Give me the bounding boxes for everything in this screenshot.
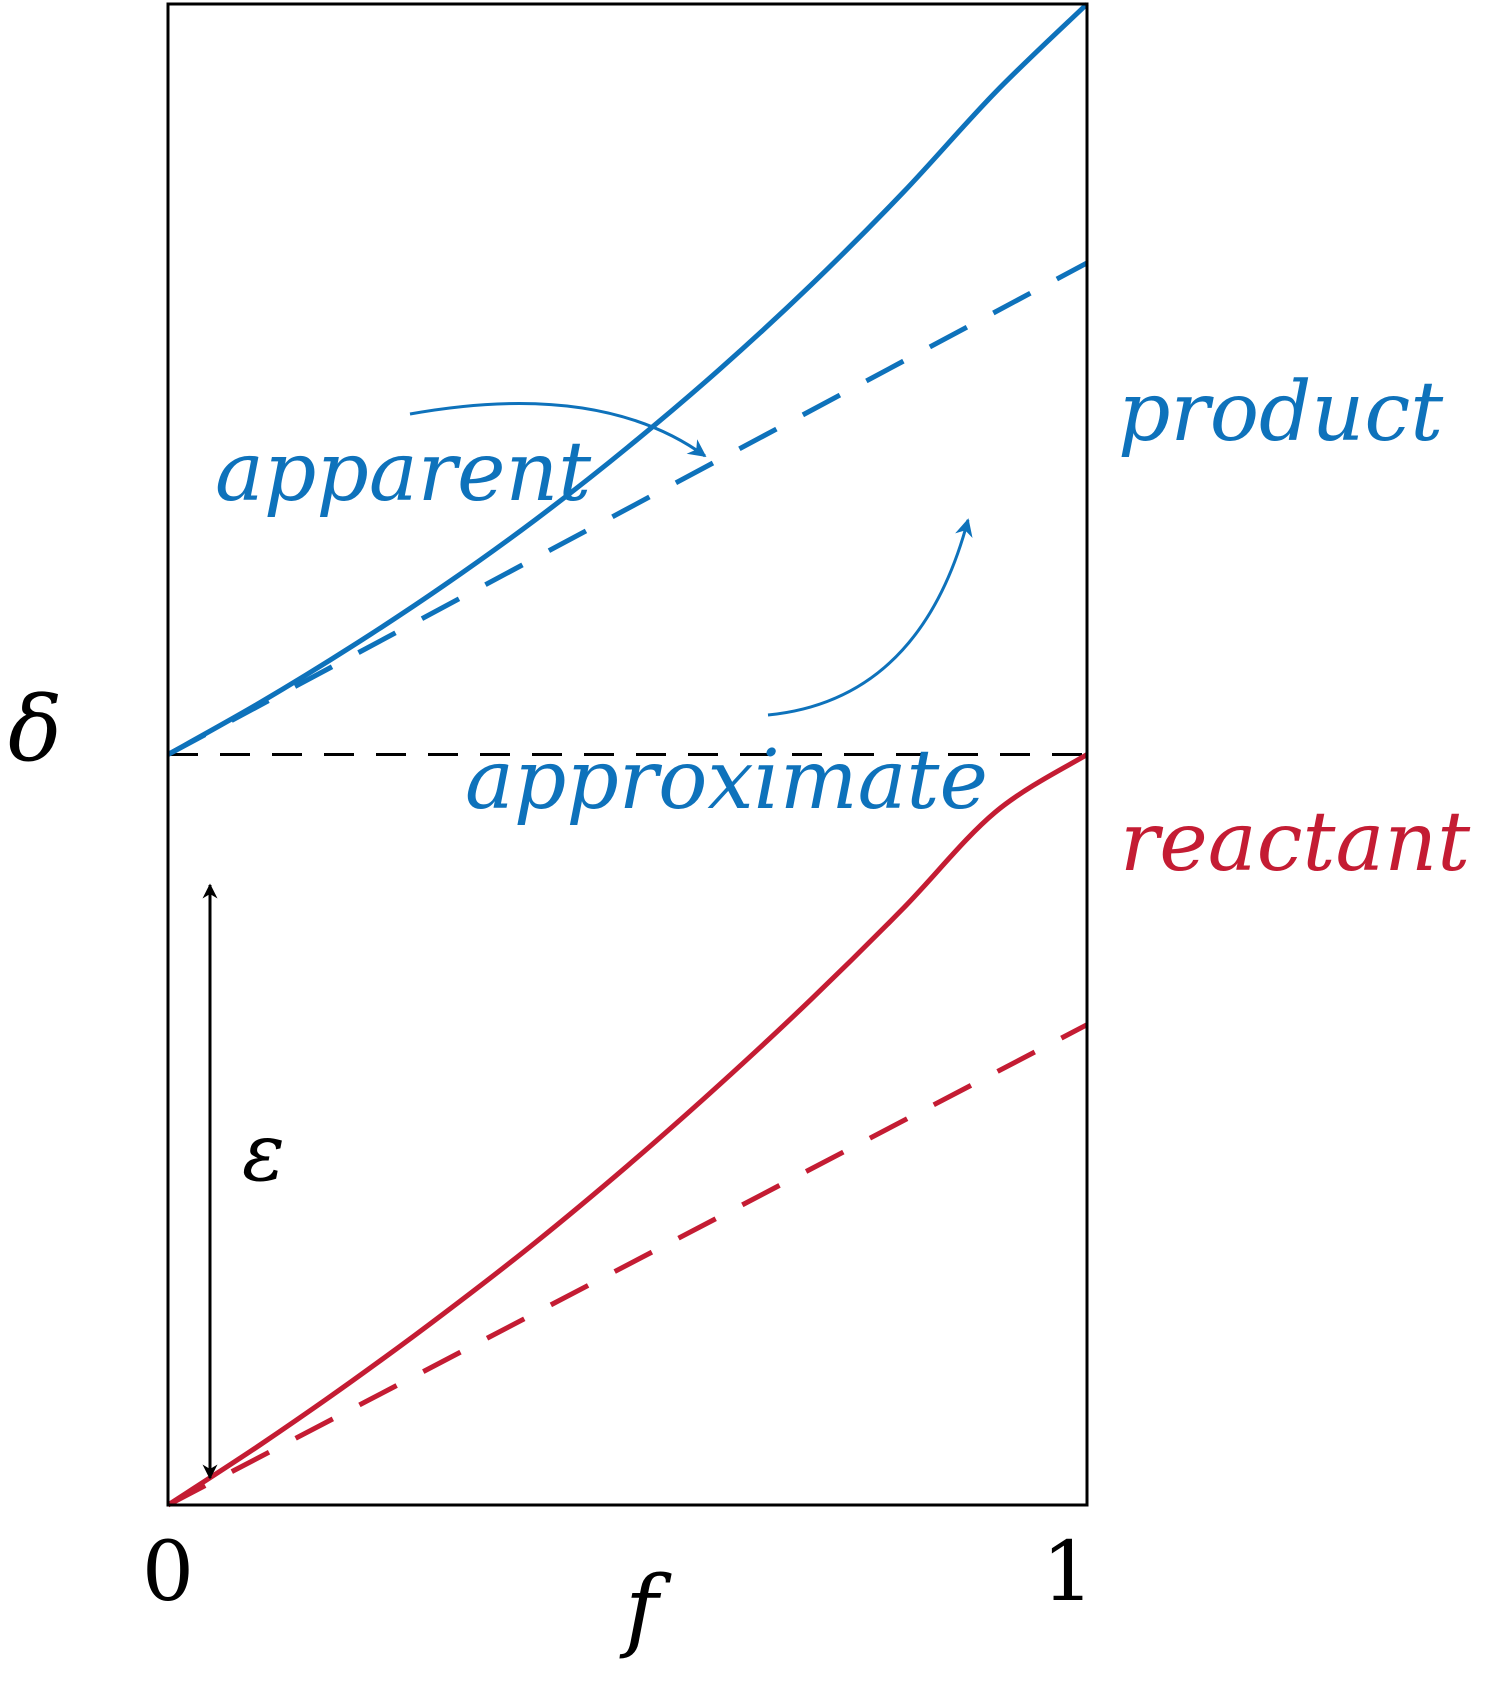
product-label: product <box>1118 365 1444 460</box>
epsilon-label: ε <box>242 1106 285 1199</box>
approximate-label: approximate <box>465 733 988 828</box>
series-product-approximate-line <box>166 260 1089 757</box>
series-reactant-approximate-line <box>166 1022 1089 1508</box>
approximate-arrow <box>767 518 973 717</box>
x-axis-label: f <box>619 1557 672 1662</box>
series-reactant-apparent-line <box>166 752 1089 1508</box>
apparent-arrow <box>409 402 707 458</box>
apparent-label: apparent <box>215 425 592 520</box>
series-product-apparent-line <box>166 2 1089 757</box>
y-axis-label: δ <box>8 677 62 782</box>
x-tick-0: 0 <box>142 1525 194 1620</box>
plot-frame <box>166 2 1089 1507</box>
reactant-label: reactant <box>1120 795 1471 890</box>
x-tick-1: 1 <box>1042 1525 1094 1620</box>
